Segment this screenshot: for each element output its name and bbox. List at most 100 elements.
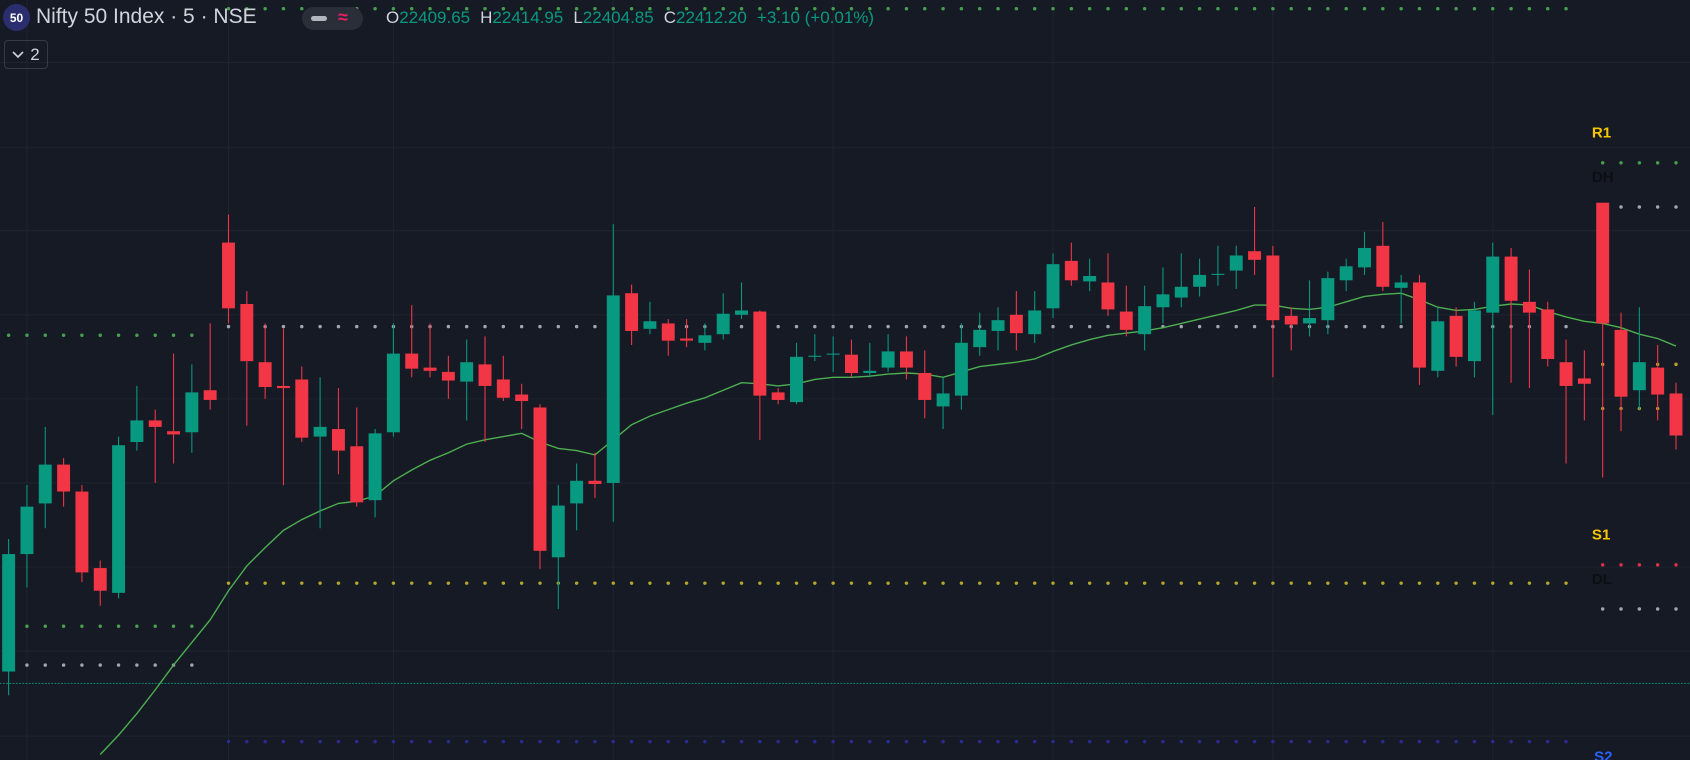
ohlc-legend: O22409.65 H22414.95 L22404.85 C22412.20 … [386, 8, 874, 28]
candle-body [222, 242, 235, 309]
ohlc-key: C [663, 8, 676, 27]
toggle-icon: ≈ [338, 7, 348, 27]
chevron [12, 50, 24, 58]
candle-body [496, 379, 510, 398]
change: +3.10 (+0.01%) [756, 8, 875, 27]
candle-body [258, 362, 272, 388]
candle-body [1248, 251, 1262, 260]
candle-body [606, 295, 620, 483]
candle-body [460, 362, 474, 382]
candle-body [20, 506, 34, 555]
candle-body [1577, 378, 1591, 384]
candle-body [1614, 329, 1628, 397]
candle-body [1193, 274, 1207, 287]
candle-body [973, 329, 987, 348]
candle-body [2, 554, 16, 672]
candle-body [130, 420, 144, 442]
candle-body [954, 342, 968, 396]
candle-body [551, 505, 565, 558]
candle-body [1449, 315, 1463, 357]
candle-body [1284, 315, 1298, 325]
candle-body [1376, 245, 1390, 287]
candle-body [1651, 367, 1665, 395]
candle-body [625, 293, 639, 331]
candle-body [1101, 282, 1115, 310]
candle-body [863, 370, 877, 373]
candle-body [1266, 255, 1280, 321]
candle-body [1504, 256, 1518, 301]
candle-body [478, 364, 492, 386]
candle-body [1119, 311, 1133, 330]
candle-body [1632, 362, 1646, 391]
candle-body [185, 392, 199, 433]
ohlc-key: O [386, 8, 400, 27]
candle-body [1413, 282, 1426, 368]
candle-body [1156, 294, 1170, 308]
candle-body [826, 353, 840, 355]
level-label: S2 [1594, 749, 1612, 760]
candle-body [1009, 314, 1023, 334]
candle-body [167, 431, 180, 435]
candle-body [1467, 310, 1481, 362]
candle-body [570, 480, 584, 504]
candle-body [276, 385, 290, 389]
candle-body [240, 304, 254, 362]
symbol-title[interactable]: Nifty 50 Index · 5 · NSE [36, 5, 257, 28]
candle-body [1064, 260, 1078, 281]
candle-body [808, 355, 822, 357]
candle-body [533, 407, 547, 551]
candle-body [515, 394, 529, 402]
candle-body [38, 464, 52, 504]
candle-body [753, 311, 767, 396]
candle-body [1358, 247, 1371, 268]
candle-body [75, 491, 89, 573]
candle-body [1559, 362, 1573, 386]
indicator-count: 2 [30, 44, 40, 64]
candle-body [643, 321, 657, 329]
candle-body [1669, 393, 1683, 436]
candle-body [1522, 301, 1536, 313]
toggle-icon [311, 16, 327, 21]
candle-body [918, 372, 932, 400]
ohlc-key: L [573, 8, 583, 27]
candle-body [1431, 321, 1445, 371]
candle-body [661, 323, 675, 341]
candle-body [881, 351, 895, 368]
visibility-toggle[interactable]: ≈ [302, 7, 363, 30]
level-label: DL [1592, 571, 1612, 588]
candle-body [790, 356, 803, 403]
candle-body [93, 568, 107, 591]
candle-body [716, 313, 730, 335]
candle-body [1596, 202, 1610, 324]
candle-body [1321, 278, 1335, 321]
candle-body [368, 433, 382, 501]
candle-body [313, 426, 327, 437]
candle-body [1138, 306, 1152, 335]
candle-body [57, 464, 71, 492]
candle-body [1339, 266, 1353, 281]
candle-body [203, 390, 217, 400]
ohlc-value: 22409.65 [399, 8, 471, 27]
candle-body [936, 393, 950, 407]
ohlc-value: 22404.85 [582, 8, 654, 27]
level-label: DH [1592, 169, 1614, 186]
candle-body [1028, 310, 1042, 335]
candle-body [698, 335, 712, 343]
candle-body [1083, 275, 1097, 282]
candle-body [991, 320, 1005, 331]
candle-body [423, 367, 437, 371]
candle-body [1211, 273, 1225, 275]
candle-body [735, 310, 748, 315]
ohlc-key: H [480, 8, 493, 27]
symbol-badge[interactable]: 50 [3, 4, 30, 31]
candle-body [1486, 256, 1500, 313]
ohlc-value: 22412.20 [675, 8, 747, 27]
candle-body [1174, 286, 1188, 298]
candle-body [331, 429, 345, 451]
indicators-toggle[interactable]: 2 [4, 40, 48, 69]
level-label: S1 [1592, 527, 1610, 544]
candle-body [1541, 309, 1555, 359]
candle-body [680, 338, 694, 341]
